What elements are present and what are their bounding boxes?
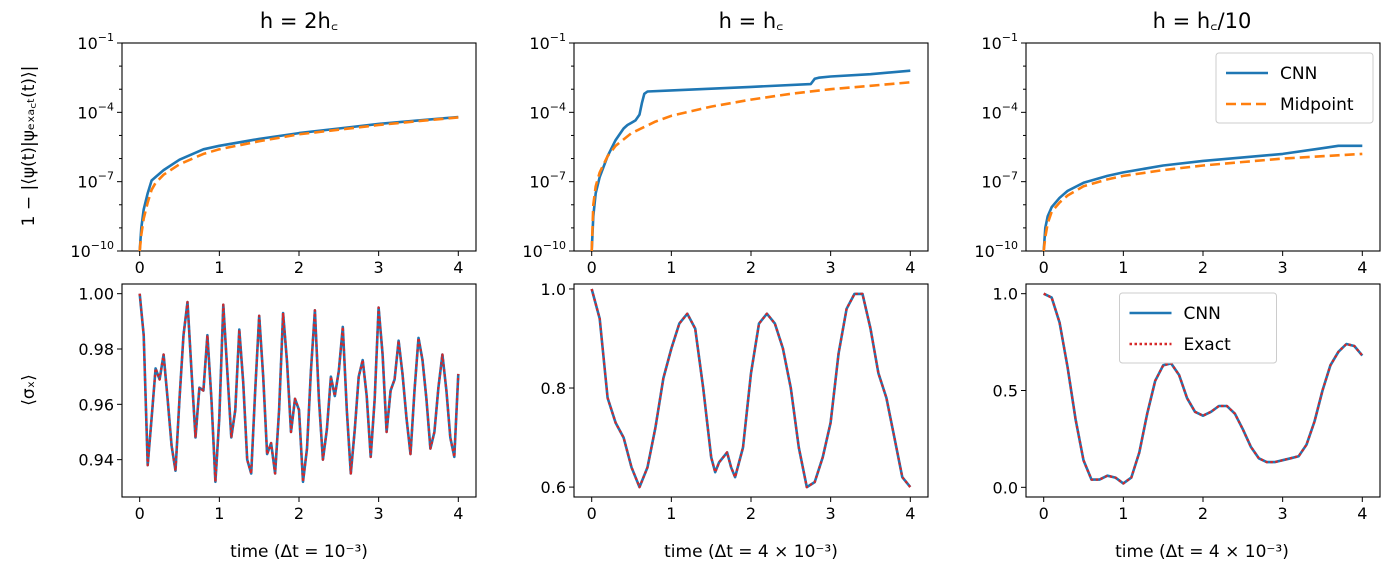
y-tick-label: 1.0 [541,280,566,299]
x-tick-label: 1 [214,258,224,277]
y-tick-label: 0.8 [541,379,566,398]
y-tick-label: 0.5 [993,382,1018,401]
x-tick-label: 2 [294,258,304,277]
panel-1: 0 1 2 3 4 10−10 10−7 10−4 10−1 [70,31,477,277]
xlabel-panel-1: time (Δt = 10⁻³) [230,542,368,562]
series-line-midpoint [1042,152,1363,252]
axes-frame [121,42,477,252]
x-tick-label: 4 [905,258,915,277]
y-tick-label: 10−4 [77,100,114,122]
y-tick-label: 10−7 [529,170,566,192]
x-tick-label: 1 [214,504,224,523]
series-line-cnn [138,115,459,252]
x-tick-label: 3 [826,504,836,523]
legend-label-exact: Exact [1184,335,1232,355]
y-tick-label: 10−10 [70,239,114,261]
x-tick-label: 3 [374,258,384,277]
panel-5: 0 1 2 3 4 0.6 0.8 1.0 [541,280,929,523]
x-tick-label: 0 [1039,504,1049,523]
y-tick-label: 10−10 [522,239,566,261]
y-tick-label: 0.6 [541,478,566,497]
series-line-midpoint [138,116,459,252]
legend-box [1215,52,1374,124]
legend-label-midpoint: Midpoint [1280,95,1354,115]
x-tick-label: 3 [826,258,836,277]
ylabel-bottom: ⟨σₓ⟩ [19,374,39,406]
x-tick-label: 2 [1198,258,1208,277]
y-tick-label: 1.0 [993,285,1018,304]
title-panel-1: h = 2h꜀ [260,9,338,33]
x-tick-label: 3 [1278,258,1288,277]
series-line-exact [590,288,912,489]
x-tick-label: 0 [135,258,145,277]
y-tick-label: 1.00 [78,285,114,304]
legend-box [1119,292,1277,364]
title-panel-2: h = h꜀ [719,9,784,33]
x-tick-label: 0 [1039,258,1049,277]
title-panel-3: h = h꜀/10 [1153,9,1252,33]
x-tick-label: 2 [294,504,304,523]
series-line-exact [1043,292,1364,485]
x-tick-label: 3 [1278,504,1288,523]
y-tick-label: 0.98 [78,340,114,359]
panel-6: 0 1 2 3 4 0.0 0.5 1.0 CNN Exact [993,283,1381,523]
x-tick-label: 4 [1357,504,1367,523]
xlabel-panel-3: time (Δt = 4 × 10⁻³) [1115,542,1289,562]
x-tick-label: 4 [905,504,915,523]
series-line-cnn [590,69,911,252]
x-tick-label: 1 [1118,504,1128,523]
x-tick-label: 4 [453,504,463,523]
panel-2: 0 1 2 3 4 10−10 10−7 10−4 10−1 [522,31,929,277]
y-tick-label: 10−4 [529,100,566,122]
panel-3: 0 1 2 3 4 10−10 10−7 10−4 10−1 CNN Midpoint [974,31,1381,277]
panel-4: 0 1 2 3 4 0.94 0.96 0.98 1.00 [78,283,477,523]
x-tick-label: 0 [135,504,145,523]
x-tick-label: 2 [746,504,756,523]
y-tick-label: 10−4 [981,100,1018,122]
y-tick-label: 0.94 [78,451,114,470]
series-line-cnn [1042,144,1363,252]
y-tick-label: 10−1 [529,31,566,53]
series-line-exact [138,293,460,483]
x-tick-label: 2 [1198,504,1208,523]
axes-frame [573,283,929,498]
x-tick-label: 4 [1357,258,1367,277]
x-tick-label: 1 [666,504,676,523]
y-tick-label: 10−7 [77,170,114,192]
xlabel-panel-2: time (Δt = 4 × 10⁻³) [664,542,838,562]
series-line-cnn [590,288,912,489]
y-tick-label: 10−7 [981,170,1018,192]
x-tick-label: 4 [453,258,463,277]
series-line-midpoint [590,81,911,252]
x-tick-label: 0 [587,258,597,277]
x-tick-label: 2 [746,258,756,277]
x-tick-label: 1 [1118,258,1128,277]
y-tick-label: 10−1 [981,31,1018,53]
y-tick-label: 10−10 [974,239,1018,261]
x-tick-label: 0 [587,504,597,523]
x-tick-label: 3 [374,504,384,523]
legend-label-cnn: CNN [1184,304,1221,324]
y-tick-label: 10−1 [77,31,114,53]
ylabel-top: 1 − |⟨ψ(t)|ψₑₓₐ꜀ₜ(t)⟩| [19,66,39,227]
x-tick-label: 1 [666,258,676,277]
y-tick-label: 0.0 [993,478,1018,497]
y-tick-label: 0.96 [78,395,114,414]
legend-label-cnn: CNN [1280,64,1317,84]
